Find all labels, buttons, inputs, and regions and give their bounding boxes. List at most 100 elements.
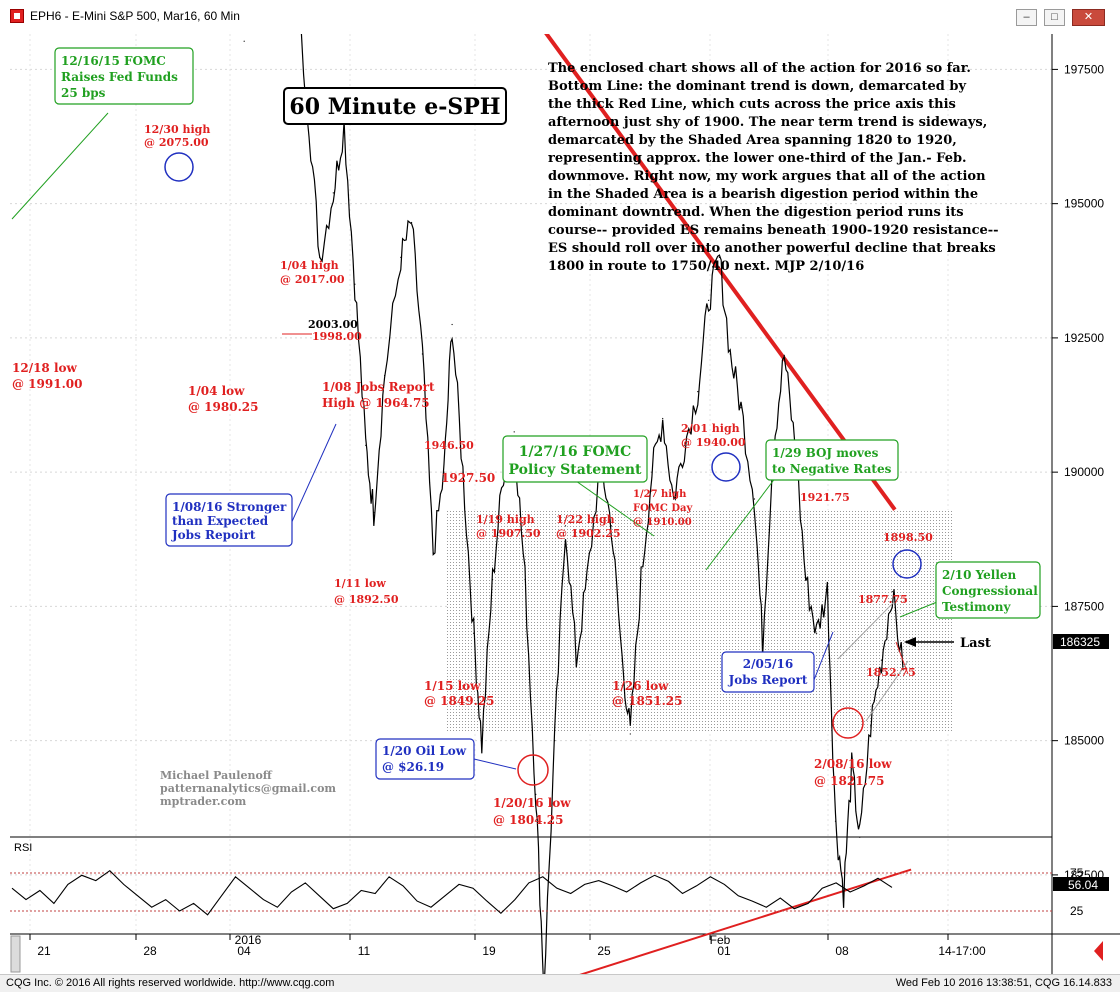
price-point [575,659,577,661]
circle-0208-low [832,707,864,739]
price-point [411,221,413,224]
rsi-label: RSI [14,842,32,854]
commentary-text: Bottom Line: the dominant trend is down,… [548,79,966,94]
label-1998: 1998.00 [312,330,362,343]
callout-jobs-205-text: 2/05/16 [743,657,794,671]
callout-jobs-108-text: 1/08/16 Stronger [172,500,287,514]
callout-oil [375,738,475,780]
time-tick-label: 14-17:00 [938,944,986,958]
last-price-flag [1053,634,1109,649]
label-0115-low: 1/15 low [424,679,481,693]
price-tick-label: 197500 [1064,62,1104,76]
circle-0201-high [711,452,741,482]
price-point [651,471,653,473]
price-point [805,578,807,581]
author-text: mptrader.com [160,795,247,808]
copyright-text: CQG Inc. © 2016 All rights reserved worl… [6,977,335,989]
callout-fomc-1216-text: Raises Fed Funds [61,70,178,84]
price-point [783,354,785,356]
price-tick-label: 190000 [1064,465,1104,479]
price-point [729,353,731,355]
label-0122-high: @ 1902.25 [556,527,621,540]
price-point [421,353,423,355]
circle-1898 [892,549,922,579]
scroll-right-arrow-icon[interactable] [1094,941,1103,961]
price-point [451,323,453,326]
label-1218-low: 12/18 low [12,361,78,375]
price-point [762,643,764,645]
label-0208-low: @ 1821.75 [814,774,884,788]
callout-jobs-205 [721,651,815,693]
annotations: 60 Minute e-SPH The enclosed chart shows … [12,47,1041,827]
label-0115-low: @ 1849.25 [424,694,494,708]
minimize-button[interactable]: – [1016,9,1037,26]
price-point [481,744,483,746]
label-2003: 2003.00 [308,318,358,331]
trend-lines [544,34,912,974]
commentary-text: 1800 in route to 1750/40 next. MJP 2/10/… [548,259,864,274]
wedge-lines [837,601,909,722]
circle-1230-high [164,152,194,182]
commentary-text: ES should roll over into another powerfu… [548,241,996,256]
label-0120-low: 1/20/16 low [493,796,571,810]
price-point [319,256,321,258]
time-tick-label: 25 [597,944,611,958]
status-bar: CQG Inc. © 2016 All rights reserved worl… [0,974,1120,992]
callout-jobs-108 [165,493,293,547]
callout-yellen-text: Congressional [942,584,1038,598]
callout-jobs-205-text: Jobs Report [728,673,808,687]
price-chart[interactable]: 2125002100002075002050002025002000001975… [0,34,1120,974]
price-point [524,578,526,581]
price-point [554,740,556,742]
month-label: 2016 [235,933,262,947]
window-title: EPH6 - E-Mini S&P 500, Mar16, 60 Min [30,9,240,23]
label-0120-low: @ 1804.25 [493,813,563,827]
label-0104-high: @ 2017.00 [280,273,345,286]
price-point [870,725,872,727]
price-point [462,471,464,473]
close-button[interactable]: ✕ [1072,9,1105,26]
price-point [640,578,642,581]
price-point [513,431,515,433]
chart-title-box [283,87,507,125]
price-point [753,498,756,500]
time-tick-label: 11 [358,944,371,958]
label-0108-jobs-high: 1/08 Jobs Report [322,380,435,394]
price-point [243,40,245,42]
support-line [579,868,912,974]
price-tick-label: 187500 [1064,599,1104,613]
rsi-tick-label: 75 [1070,866,1084,880]
author-text: patternanalytics@gmail.com [160,782,336,795]
rsi-last-flag [1053,877,1109,891]
author-text: Michael Paulenoff [160,769,273,782]
callout-oil-text: 1/20 Oil Low [382,744,467,758]
price-point [354,283,356,285]
price-point [373,511,375,514]
rsi-tick-label: 25 [1070,904,1084,918]
price-point [492,578,494,581]
callout-yellen [935,561,1041,619]
label-0111-low: 1/11 low [334,577,386,590]
callout-jobs-108-text: than Expected [172,514,269,528]
label-0122-high: 1/22 high [556,513,615,526]
scroll-left-handle[interactable] [10,935,21,973]
price-point [384,374,386,377]
timestamp-text: Wed Feb 10 2016 13:38:51, CQG 16.14.833 [895,977,1112,989]
price-point [834,820,837,822]
app-icon [10,9,24,23]
label-1898: 1898.50 [883,531,933,544]
price-point [697,391,699,393]
price-point [473,632,475,634]
price-point [400,256,402,258]
time-axis: 21 28 04 11 19 25 01 08 14-17:00 2016 Feb [29,933,986,958]
price-point [535,793,537,795]
price-point [718,256,721,258]
callout-jobs-108-text: Jobs Repoirt [171,528,256,542]
price-point [672,498,675,500]
maximize-button[interactable]: □ [1044,9,1065,26]
label-0126-low: @ 1851.25 [612,694,682,708]
commentary-text: The enclosed chart shows all of the acti… [548,61,971,76]
time-tick-label: 01 [717,944,731,958]
label-1877: 1877.75 [858,593,908,606]
